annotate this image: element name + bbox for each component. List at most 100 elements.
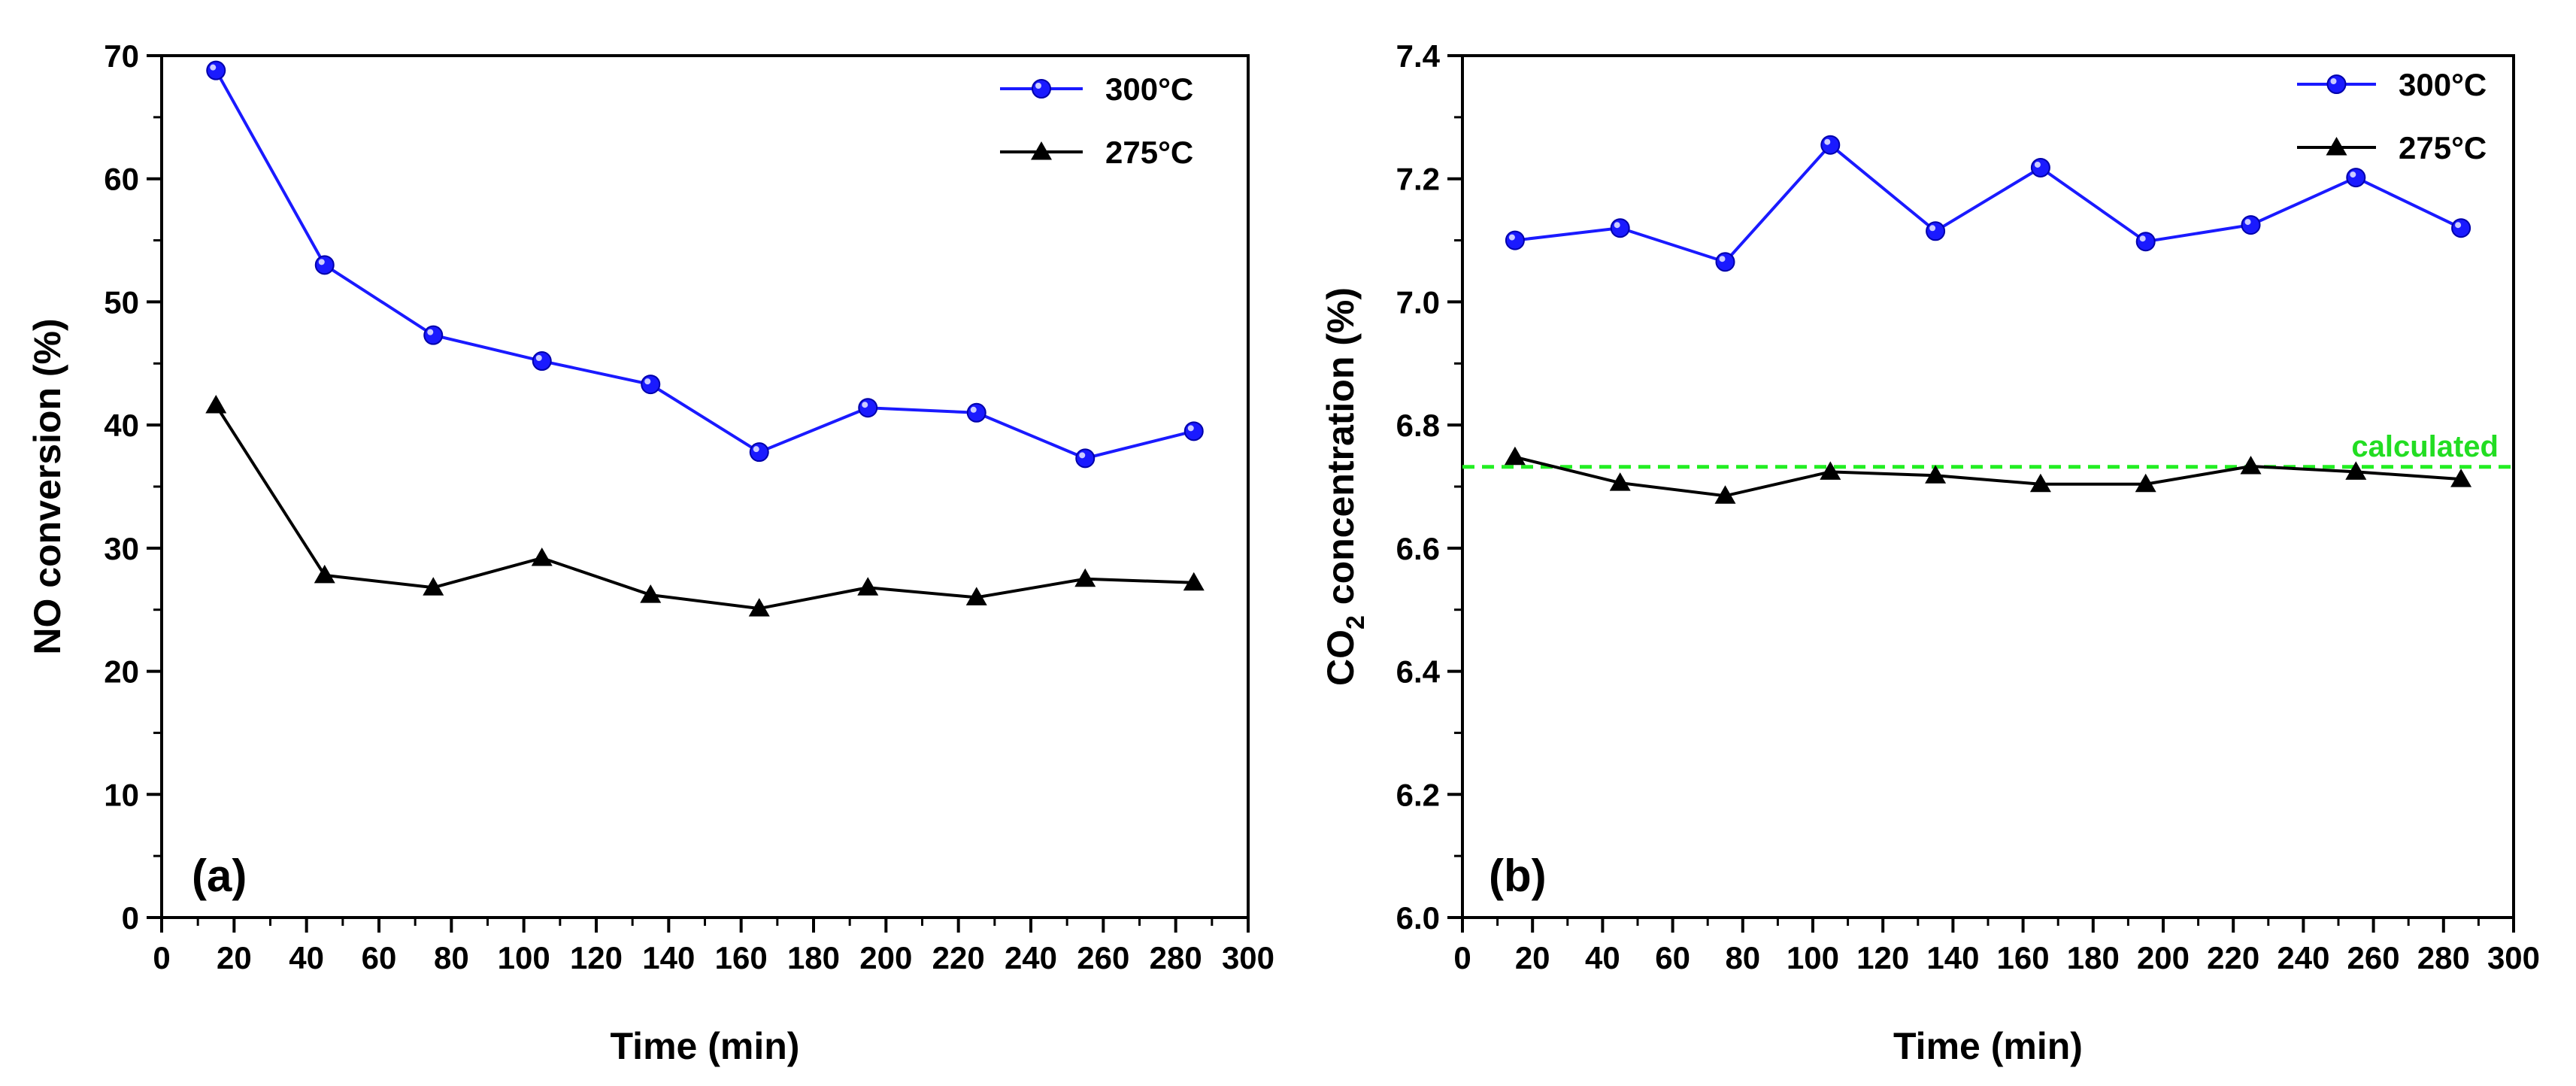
chart-panel-b: 0 20 40 60 80 100 120 140 160 180 200 220 240 260 280 3… [1320, 38, 2540, 1067]
series-line [1514, 142, 2462, 264]
data-point [2030, 157, 2050, 177]
x-tick-label: 260 [1077, 940, 1129, 975]
legend-marker-highlight [1035, 83, 1041, 89]
panel-label: (a) [192, 851, 247, 901]
data-point [749, 442, 769, 463]
x-tick-label: 40 [289, 940, 324, 975]
data-point [206, 60, 226, 80]
x-tick-label: 200 [2137, 940, 2190, 975]
data-point [1925, 465, 1947, 484]
x-tick-label: 220 [2207, 940, 2259, 975]
data-point [1504, 446, 1526, 466]
data-point [2029, 473, 2051, 493]
x-tick-label: 120 [1856, 940, 1909, 975]
data-point [1610, 218, 1630, 238]
data-point-highlight [2034, 161, 2041, 168]
legend-label: 300°C [1105, 71, 1193, 107]
data-point-highlight [1079, 452, 1086, 459]
x-tick-label: 220 [932, 940, 985, 975]
y-tick-label: 10 [104, 777, 139, 812]
data-point-highlight [2350, 171, 2356, 178]
y-tick-label: 30 [104, 531, 139, 566]
x-tick-label: 20 [1515, 940, 1550, 975]
data-point-highlight [1614, 222, 1620, 229]
data-point [2135, 473, 2156, 493]
data-point-highlight [2455, 222, 2462, 229]
x-tick-label: 180 [787, 940, 840, 975]
y-tick-label: 6.0 [1396, 900, 1440, 936]
plot-frame [160, 54, 1250, 919]
y-tick-label: 6.4 [1396, 654, 1441, 690]
x-tick-label: 280 [1150, 940, 1202, 975]
x-tick-label: 180 [2067, 940, 2120, 975]
data-point-highlight [970, 406, 977, 413]
x-tick-label: 0 [153, 940, 170, 975]
data-point [2241, 215, 2261, 235]
data-point [531, 547, 553, 566]
x-tick-label: 160 [1997, 940, 2050, 975]
data-point [1183, 572, 1205, 591]
data-point [1926, 221, 1946, 241]
legend: 300°C 275°C [1000, 71, 1193, 170]
chart-panel-a: 0 20 40 60 80 100 120 140 160 180 200 220 240 260 280 3… [26, 38, 1274, 1067]
data-point-highlight [1824, 138, 1831, 145]
series-line [214, 69, 1195, 460]
y-axis-title-main: CO [1320, 629, 1362, 686]
x-axis-title: Time (min) [1893, 1025, 2083, 1067]
data-point [1609, 472, 1631, 491]
data-point [314, 255, 335, 275]
data-point-highlight [210, 64, 217, 71]
data-point [641, 375, 661, 395]
y-tick-label: 7.2 [1396, 162, 1440, 197]
series-1 [205, 394, 1205, 617]
legend-label: 275°C [1105, 135, 1193, 170]
legend: 300°C 275°C [2297, 67, 2487, 165]
x-tick-label: 40 [1585, 940, 1620, 975]
legend-marker-highlight [2330, 78, 2337, 84]
y-tick-label: 0 [122, 900, 139, 936]
y-tick-label: 6.6 [1396, 531, 1440, 566]
data-point-highlight [427, 329, 434, 335]
x-tick-label: 200 [859, 940, 912, 975]
x-tick-label: 60 [1655, 940, 1690, 975]
data-point [857, 577, 879, 596]
y-tick-label: 6.8 [1396, 408, 1440, 443]
data-point [1714, 485, 1736, 504]
data-point [1715, 252, 1735, 272]
data-point [532, 351, 552, 372]
series-line [1514, 455, 2462, 498]
legend-marker [2326, 137, 2347, 156]
x-tick-label: 60 [362, 940, 397, 975]
legend-marker [2326, 74, 2347, 94]
data-point-highlight [644, 378, 651, 385]
data-point-highlight [535, 355, 542, 362]
series-0 [1505, 135, 2471, 272]
y-tick-label: 7.4 [1396, 38, 1441, 74]
data-point-highlight [1929, 225, 1936, 232]
data-point [748, 598, 770, 617]
reference-line-label: calculated [2351, 430, 2499, 463]
data-point [2135, 232, 2156, 252]
data-point-highlight [2139, 235, 2146, 242]
data-point-highlight [753, 446, 759, 453]
y-axis-title: NO conversion (%) [26, 318, 68, 654]
data-point-highlight [1508, 234, 1515, 241]
data-point [2451, 218, 2471, 238]
legend-marker [1031, 141, 1052, 160]
data-point-highlight [2244, 219, 2251, 226]
data-point [1505, 230, 1525, 250]
x-tick-label: 0 [1453, 940, 1471, 975]
x-tick-label: 80 [434, 940, 469, 975]
data-point [1075, 448, 1096, 469]
legend-label: 275°C [2399, 130, 2487, 165]
panel-label: (b) [1489, 851, 1547, 901]
data-point [314, 564, 335, 584]
series-1 [1504, 446, 2472, 504]
data-point [1820, 461, 1841, 480]
x-axis-title: Time (min) [611, 1025, 800, 1067]
data-point-highlight [318, 259, 325, 265]
x-tick-label: 100 [498, 940, 550, 975]
data-point [205, 394, 227, 414]
data-point [1183, 421, 1204, 441]
